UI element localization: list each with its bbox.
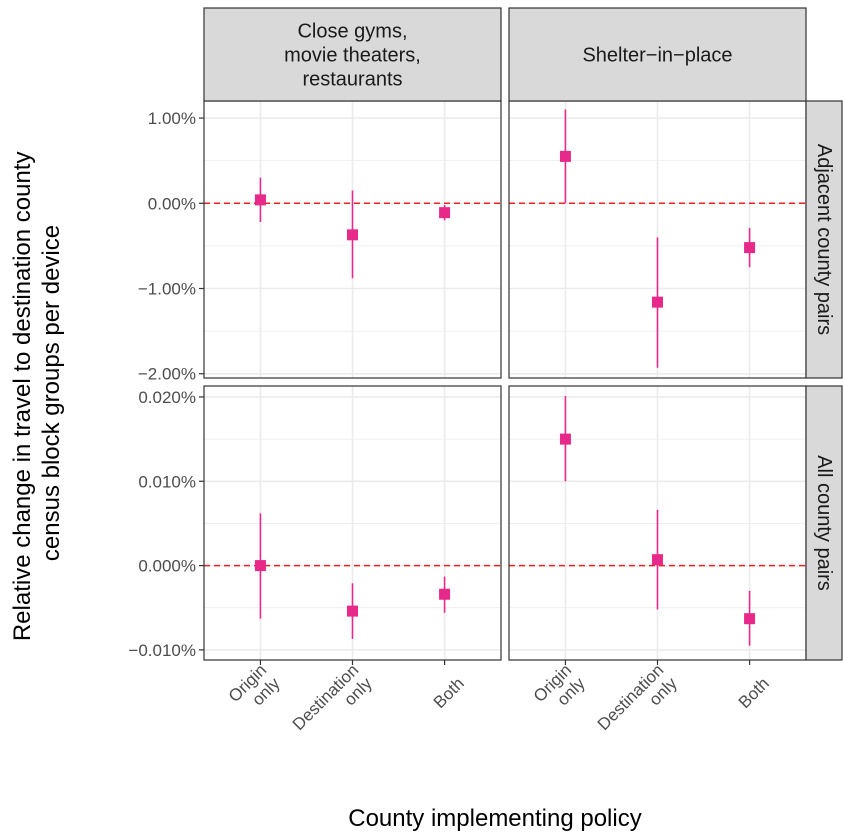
y-tick-label: 0.020% <box>138 388 196 407</box>
x-tick-label-line: Both <box>430 674 468 712</box>
y-axis-title-line-1: Relative change in travel to destination… <box>9 152 36 642</box>
x-tick-label: Both <box>430 674 468 712</box>
y-tick-label: −2.00% <box>138 365 196 384</box>
data-point <box>439 207 451 219</box>
row-strip-label: Adjacent county pairs <box>813 144 835 335</box>
data-point <box>254 560 266 572</box>
row-strip <box>805 100 843 379</box>
y-tick-label: 0.00% <box>148 194 196 213</box>
data-point <box>744 613 756 625</box>
data-point <box>347 229 358 241</box>
column-strip-label: Close gyms, <box>297 21 407 43</box>
data-point <box>559 433 571 445</box>
data-point <box>254 194 266 206</box>
column-strip <box>508 7 807 102</box>
column-strip-label: restaurants <box>302 69 402 91</box>
x-tick-label-line: Both <box>735 674 773 712</box>
row-strip <box>805 385 843 661</box>
column-strip-label: movie theaters, <box>284 45 421 67</box>
data-point <box>652 296 663 308</box>
y-tick-label: 0.010% <box>138 472 196 491</box>
data-point <box>439 588 451 600</box>
data-point <box>559 150 571 162</box>
grid-layer <box>204 101 806 660</box>
data-point <box>744 242 756 254</box>
y-tick-label: −1.00% <box>138 280 196 299</box>
column-strip <box>203 7 502 102</box>
x-tick-label: Destinationonly <box>289 660 376 747</box>
row-strip-label: All county pairs <box>813 455 835 591</box>
x-tick-label: Originonly <box>530 660 589 719</box>
y-axis-title-line-2: census block groups per device <box>38 225 65 561</box>
y-axis-title: Relative change in travel to destination… <box>9 145 65 641</box>
x-axis-title: County implementing policy <box>348 805 641 832</box>
frame-layer <box>199 7 843 665</box>
x-tick-label: Destinationonly <box>594 660 681 747</box>
data-point <box>652 554 663 566</box>
data-point <box>347 605 358 617</box>
x-tick-label: Originonly <box>225 660 284 719</box>
data-layer <box>254 109 756 646</box>
x-tick-label: Both <box>735 674 773 712</box>
column-strip-label: Shelter−in−place <box>582 45 732 67</box>
y-tick-label: 1.00% <box>148 109 196 128</box>
y-tick-label: −0.010% <box>128 641 196 660</box>
y-tick-label: 0.000% <box>138 557 196 576</box>
